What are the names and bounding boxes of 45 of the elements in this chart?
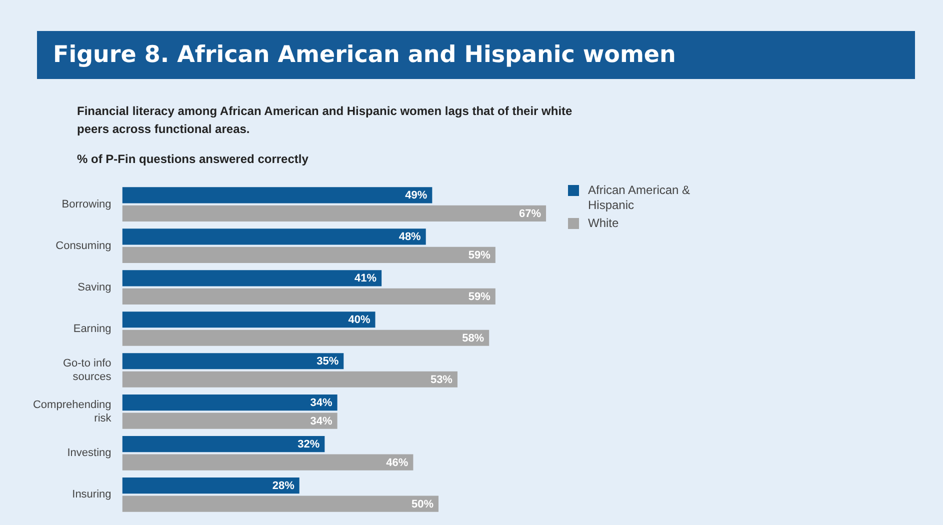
y-tick-label: Insuring [72, 488, 112, 501]
bar [122, 288, 496, 304]
bar [122, 412, 338, 429]
data-label: 49% [405, 190, 428, 202]
data-label: 53% [430, 374, 453, 386]
bar [122, 496, 439, 512]
bar [122, 478, 300, 494]
bar [122, 436, 325, 452]
data-label: 34% [310, 415, 333, 428]
y-tick-label: Comprehending risk [32, 399, 112, 424]
bar [122, 205, 546, 222]
data-label: 50% [411, 498, 434, 510]
bar [122, 270, 382, 286]
data-label: 40% [348, 314, 370, 326]
data-label: 59% [468, 249, 491, 262]
data-label: 28% [272, 480, 295, 492]
data-label: 35% [316, 356, 339, 368]
y-tick-label: Borrowing [62, 198, 112, 210]
chart-subtitle: Financial literacy among African American and Hispanic women lags that of their white peers across functional areas. [77, 103, 574, 138]
data-label: 58% [462, 332, 484, 344]
bar [122, 312, 376, 328]
legend-label: African American & Hispanic [588, 183, 692, 213]
bar [122, 246, 496, 263]
bar [122, 330, 490, 346]
bar [122, 228, 426, 245]
bar [122, 454, 414, 470]
data-label: 59% [468, 290, 491, 303]
y-tick-label: Earning [73, 322, 112, 335]
y-tick-label: Saving [78, 281, 112, 294]
y-tick-label: Investing [67, 447, 112, 460]
data-label: 32% [298, 438, 320, 451]
data-label: 67% [518, 208, 542, 220]
bar [122, 371, 458, 388]
data-label: 48% [398, 231, 422, 244]
data-label: 34% [310, 397, 333, 410]
data-label: 46% [386, 456, 408, 469]
legend-label: White [588, 216, 620, 231]
data-label: 41% [354, 272, 377, 285]
x-axis-title: % of P-Fin questions answered correctly [77, 152, 308, 166]
chart-title: Figure 8. African American and Hispanic women [37, 31, 915, 79]
bar [122, 353, 344, 370]
y-tick-label: Consuming [56, 240, 112, 252]
bar [122, 187, 432, 204]
y-tick-label: Go-to info sources [62, 358, 112, 383]
bar [122, 394, 338, 411]
